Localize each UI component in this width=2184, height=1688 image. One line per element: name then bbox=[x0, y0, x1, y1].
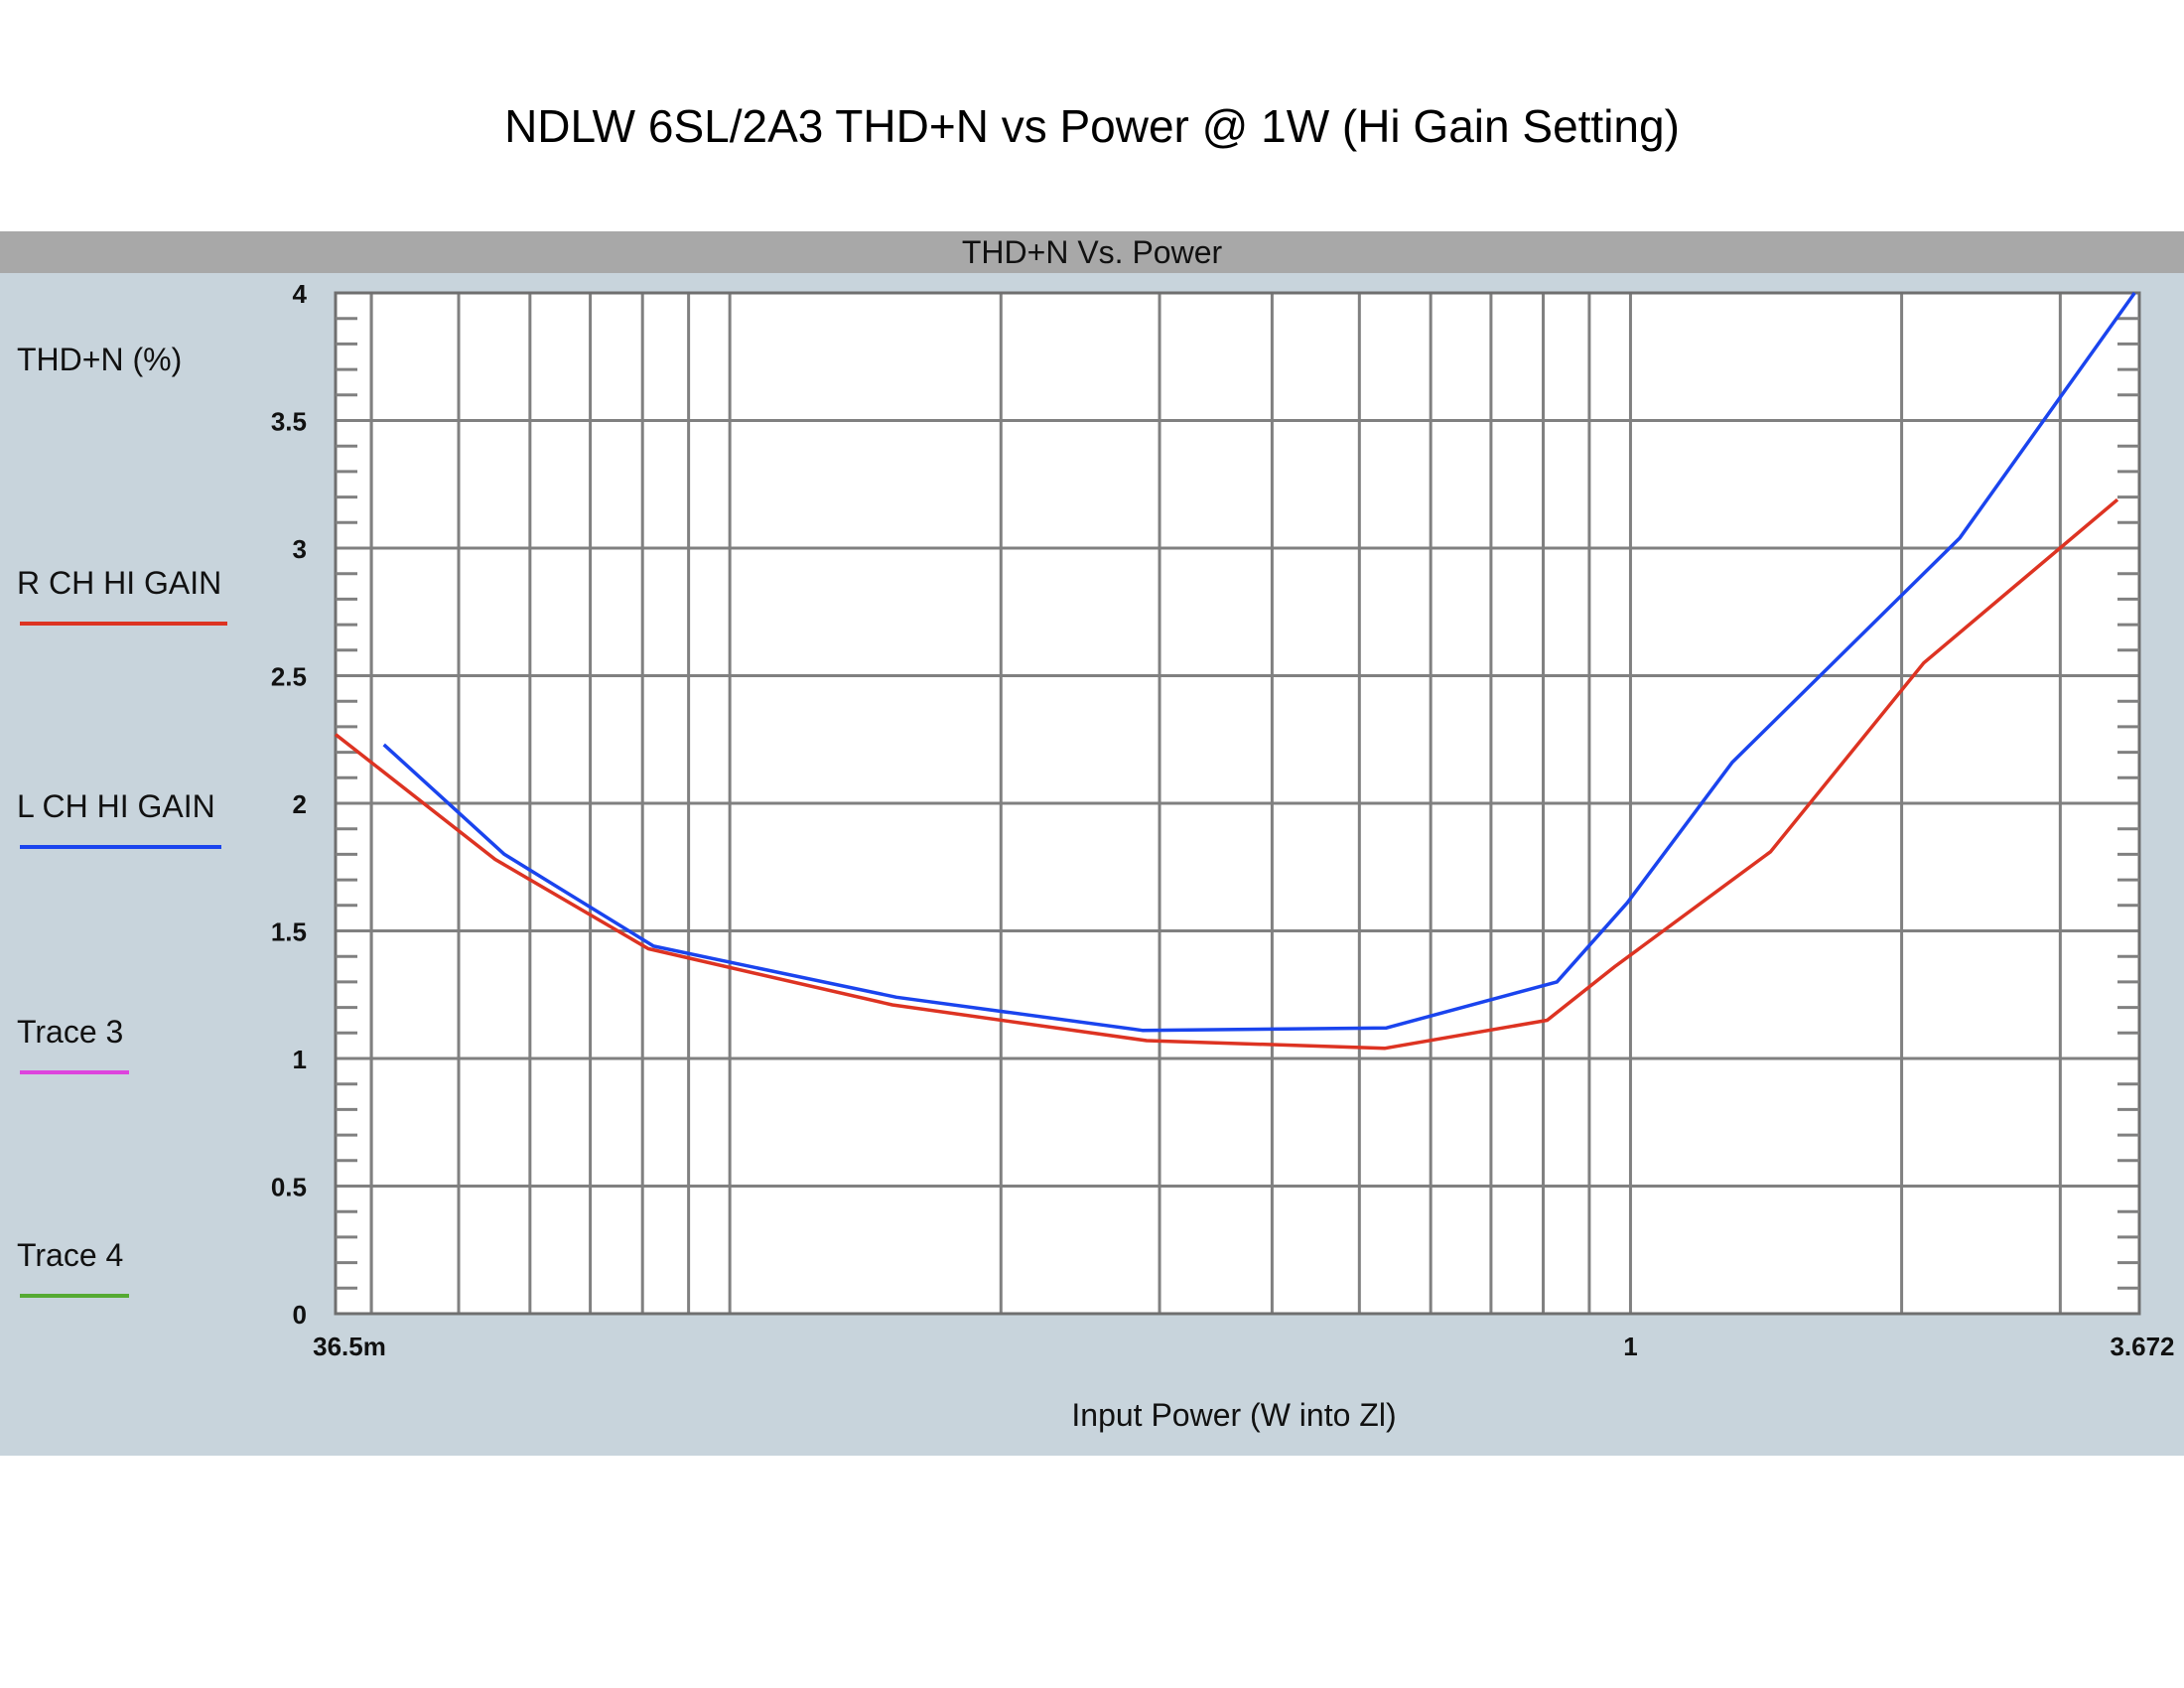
plot-area bbox=[334, 291, 2141, 1316]
legend-label-l-ch: L CH HI GAIN bbox=[17, 788, 215, 824]
legend-label-trace-3: Trace 3 bbox=[17, 1014, 124, 1050]
legend-swatch-trace-4 bbox=[20, 1294, 129, 1298]
legend-swatch-trace-3 bbox=[20, 1070, 129, 1074]
y-tick-label: 1.5 bbox=[271, 917, 307, 947]
series-line-l-ch bbox=[382, 291, 2136, 1033]
legend-label-trace-4: Trace 4 bbox=[17, 1237, 124, 1273]
legend-swatch-r-ch bbox=[20, 622, 227, 626]
y-tick-label: 2.5 bbox=[271, 662, 307, 692]
y-tick-label: 0.5 bbox=[271, 1173, 307, 1202]
x-tick-label: 1 bbox=[1623, 1332, 1637, 1361]
x-tick-label: 36.5m bbox=[313, 1332, 386, 1361]
y-axis-label: THD+N (%) bbox=[17, 342, 183, 377]
legend-swatch-l-ch bbox=[20, 845, 221, 849]
y-tick-label: 1 bbox=[293, 1045, 307, 1074]
x-axis-label: Input Power (W into Zl) bbox=[1071, 1397, 1397, 1433]
y-tick-label: 3.5 bbox=[271, 407, 307, 437]
y-tick-label: 2 bbox=[293, 789, 307, 819]
y-tick-label: 3 bbox=[293, 534, 307, 564]
legend-label-r-ch: R CH HI GAIN bbox=[17, 565, 222, 601]
series-line-r-ch bbox=[334, 497, 2119, 1051]
y-tick-label: 4 bbox=[293, 279, 308, 309]
x-tick-label: 3.672 bbox=[2110, 1332, 2174, 1361]
panel-header: THD+N Vs. Power bbox=[0, 231, 2184, 273]
page-title: NDLW 6SL/2A3 THD+N vs Power @ 1W (Hi Gai… bbox=[504, 100, 1680, 152]
y-tick-label: 0 bbox=[293, 1300, 307, 1330]
